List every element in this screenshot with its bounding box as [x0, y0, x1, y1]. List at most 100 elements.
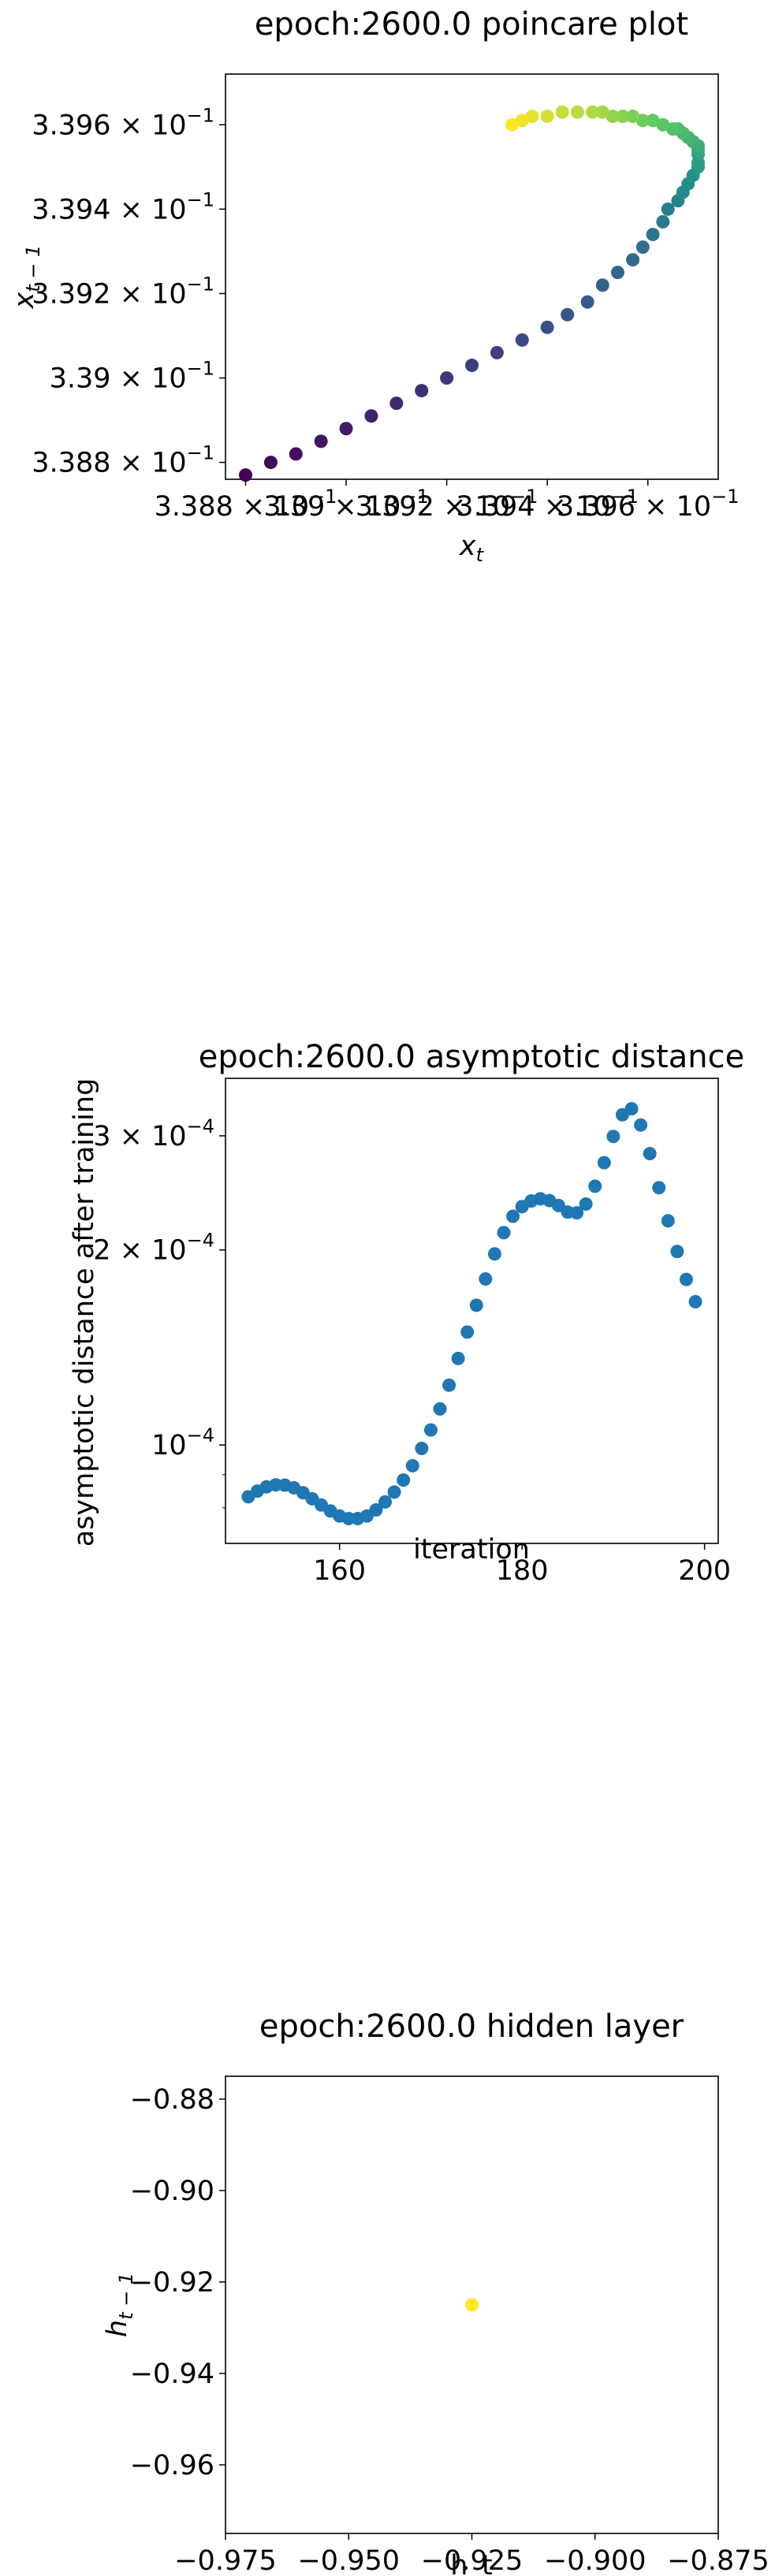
data-point [586, 105, 600, 119]
x-tick-label: 3.392 × 10−1 [356, 486, 538, 523]
y-tick-label: −0.90 [130, 2176, 214, 2207]
x-tick-label: 3.388 × 10−1 [155, 486, 337, 523]
data-point [595, 105, 609, 119]
data-point [688, 1294, 702, 1308]
y-tick-label: 3.388 × 10−1 [32, 442, 214, 479]
data-point [666, 122, 680, 136]
data-point [635, 240, 650, 255]
data-point [555, 105, 569, 119]
data-point [626, 253, 640, 267]
data-point [289, 447, 303, 461]
x-axis-ticks: 3.388 × 10−13.39 × 10−13.392 × 10−13.394… [155, 479, 740, 523]
data-point [389, 396, 404, 411]
x-tick-label: 3.39 × 10−1 [263, 486, 428, 523]
data-point [460, 1325, 475, 1339]
x-tick-label: −0.875 [667, 2545, 769, 2576]
data-point [652, 1181, 666, 1195]
data-point [263, 456, 278, 470]
data-point [634, 1118, 648, 1132]
y-tick-label: 3.392 × 10−1 [32, 273, 214, 310]
data-point [570, 105, 584, 119]
data-point [339, 422, 353, 436]
data-point [506, 1209, 520, 1223]
data-point [597, 1156, 611, 1170]
x-tick-label: −0.975 [174, 2545, 277, 2576]
data-point [570, 1206, 584, 1220]
y-tick-label: 2 × 10−4 [93, 1230, 214, 1267]
data-point [487, 1247, 501, 1261]
data-point [314, 434, 328, 449]
y-tick-label: 3.39 × 10−1 [50, 358, 214, 395]
data-point [469, 1298, 483, 1312]
data-point [397, 1473, 411, 1487]
data-point [440, 371, 454, 385]
data-point [364, 409, 378, 423]
data-point [561, 307, 575, 322]
y-tick-label: −0.96 [130, 2450, 214, 2481]
x-tick-label: −0.925 [421, 2545, 523, 2576]
x-axis-label: h_t [450, 2550, 492, 2576]
data-point [505, 117, 520, 132]
data-point [670, 1245, 684, 1259]
data-point [626, 110, 640, 124]
y-tick-label: 3.394 × 10−1 [32, 188, 214, 225]
data-point [610, 266, 624, 280]
data-point [490, 345, 504, 359]
data-points [465, 2298, 479, 2312]
data-point [624, 1102, 639, 1116]
data-point [646, 114, 660, 128]
data-point [656, 117, 670, 132]
data-point [465, 358, 479, 372]
x-tick-label: 160 [313, 1555, 366, 1587]
plot-frame [225, 73, 719, 480]
y-axis-ticks: 10−4 2 × 10−4 3 × 10−4 [93, 1115, 225, 1509]
chart-title: epoch:2600.0 hidden layer [259, 2008, 684, 2045]
x-axis-ticks: −0.975 −0.950 −0.925 −0.900 −0.875 [174, 2533, 769, 2576]
data-point [387, 1485, 401, 1499]
data-point [415, 384, 429, 398]
hidden-layer-chart: epoch:2600.0 hidden layer −0.975 −0.950 −0… [102, 2008, 769, 2576]
asymptotic-distance-chart: epoch:2600.0 asymptotic distance 160 180 2… [69, 1039, 744, 1587]
plot-frame [225, 1078, 719, 1544]
data-point [588, 1179, 602, 1193]
data-point [378, 1495, 393, 1509]
data-point [679, 1272, 693, 1286]
x-axis-label: xt [459, 530, 485, 566]
y-tick-label: −0.94 [130, 2358, 214, 2390]
data-point [661, 202, 675, 216]
data-point [497, 1226, 511, 1240]
y-axis-label: ht − 1 [102, 2273, 137, 2337]
y-tick-label: −0.92 [130, 2267, 214, 2299]
y-axis-label: xt − 1 [9, 245, 44, 310]
x-tick-label: −0.950 [297, 2545, 400, 2576]
data-point [540, 110, 554, 124]
x-axis-label: iteration [413, 1534, 530, 1565]
data-point [579, 1197, 593, 1212]
data-point [369, 1503, 383, 1517]
y-tick-label: 3.396 × 10−1 [32, 104, 214, 141]
y-axis-ticks: 3.388 × 10−1 3.39 × 10−1 3.392 × 10−1 3.394… [32, 104, 225, 479]
chart-title: epoch:2600.0 poincare plot [255, 6, 688, 43]
data-point [515, 114, 529, 128]
data-point [515, 333, 529, 347]
data-points [239, 105, 705, 482]
data-point [595, 278, 609, 292]
poincare-plot-chart: epoch:2600.0 poincare plot 3.388 × 10−13… [9, 6, 740, 566]
x-tick-label: 3.394 × 10−1 [456, 486, 639, 523]
data-point [540, 320, 554, 334]
data-points [241, 1102, 702, 1526]
data-point [525, 110, 539, 124]
y-tick-label: −0.88 [130, 2084, 214, 2116]
data-point [465, 2298, 479, 2312]
y-tick-label: 3 × 10−4 [93, 1115, 214, 1152]
y-axis-ticks: −0.88 −0.90 −0.92 −0.94 −0.96 [130, 2084, 225, 2481]
data-point [423, 1423, 438, 1437]
x-tick-label: 3.396 × 10−1 [557, 486, 740, 523]
data-point [451, 1351, 465, 1365]
data-point [616, 110, 630, 124]
data-point [605, 110, 620, 124]
x-tick-label: 180 [496, 1555, 549, 1587]
data-point [643, 1147, 657, 1161]
data-point [479, 1272, 493, 1286]
data-point [635, 114, 650, 128]
